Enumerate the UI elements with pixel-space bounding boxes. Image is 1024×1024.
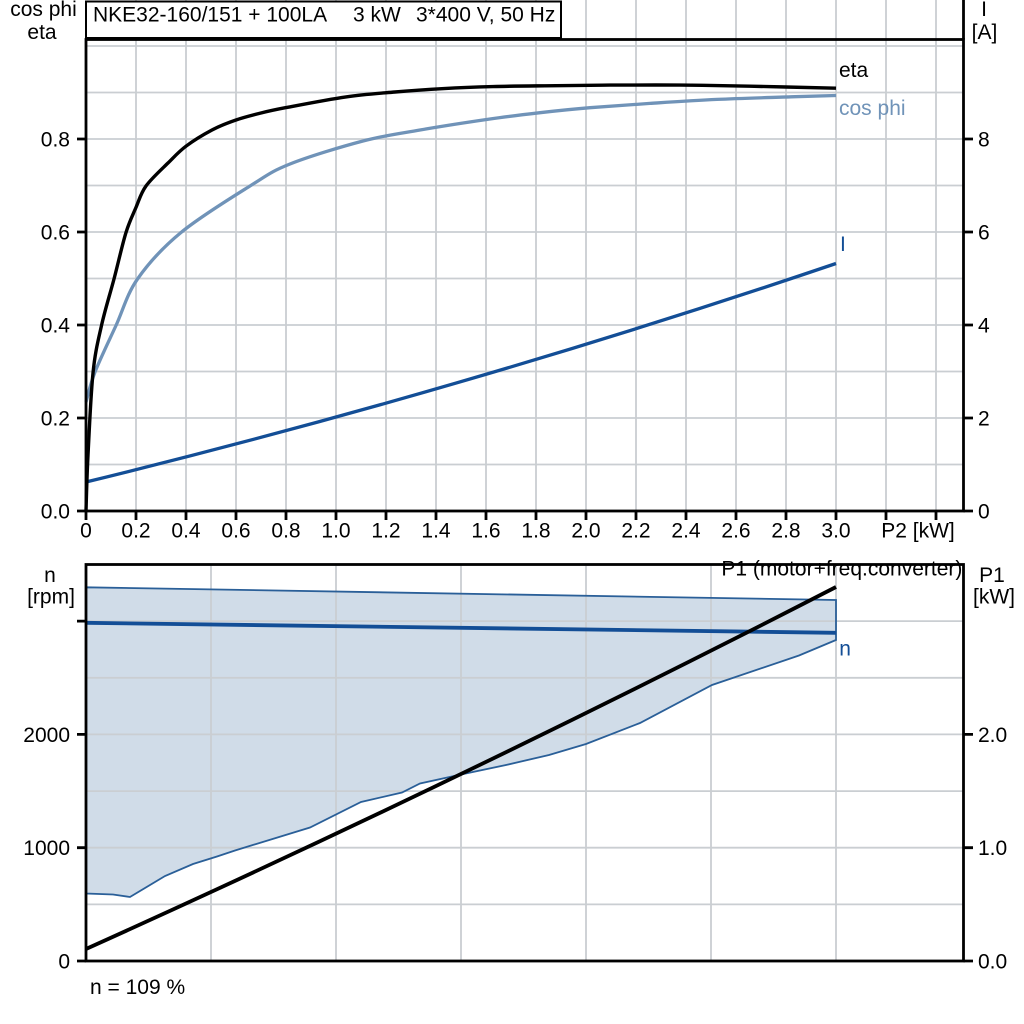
svg-text:n = 109 %: n = 109 % <box>90 976 185 999</box>
svg-text:I: I <box>981 0 987 21</box>
svg-text:2000: 2000 <box>23 724 70 747</box>
svg-text:NKE32-160/151 + 100LA: NKE32-160/151 + 100LA <box>93 4 327 27</box>
svg-text:0.6: 0.6 <box>221 520 250 543</box>
svg-text:2.4: 2.4 <box>671 520 701 543</box>
svg-text:2.6: 2.6 <box>721 520 750 543</box>
svg-text:I: I <box>840 233 846 256</box>
svg-text:0.4: 0.4 <box>171 520 201 543</box>
svg-text:[A]: [A] <box>972 21 998 44</box>
svg-text:4: 4 <box>978 314 990 337</box>
svg-text:0: 0 <box>58 950 70 973</box>
svg-text:0.8: 0.8 <box>271 520 300 543</box>
svg-text:1.8: 1.8 <box>521 520 550 543</box>
svg-text:8: 8 <box>978 128 990 151</box>
svg-text:1.6: 1.6 <box>471 520 500 543</box>
svg-text:2.0: 2.0 <box>571 520 600 543</box>
svg-text:cos phi: cos phi <box>10 0 77 21</box>
svg-text:3.0: 3.0 <box>821 520 850 543</box>
svg-text:2: 2 <box>978 407 990 430</box>
svg-text:n: n <box>44 564 56 587</box>
svg-text:2.0: 2.0 <box>978 724 1007 747</box>
svg-text:1.2: 1.2 <box>371 520 400 543</box>
svg-text:eta: eta <box>839 59 869 82</box>
svg-text:3 kW: 3 kW <box>353 4 401 27</box>
svg-text:P1: P1 <box>979 564 1005 587</box>
svg-text:0.2: 0.2 <box>41 407 70 430</box>
svg-text:cos phi: cos phi <box>839 97 906 120</box>
svg-text:eta: eta <box>27 21 57 44</box>
svg-text:1.0: 1.0 <box>321 520 350 543</box>
svg-text:3*400 V, 50 Hz: 3*400 V, 50 Hz <box>416 4 555 27</box>
svg-text:[rpm]: [rpm] <box>27 586 75 609</box>
svg-text:0: 0 <box>978 500 990 523</box>
svg-text:0.8: 0.8 <box>41 128 70 151</box>
svg-text:2.8: 2.8 <box>771 520 800 543</box>
svg-text:1.0: 1.0 <box>978 837 1007 860</box>
svg-text:n: n <box>839 638 851 661</box>
svg-text:2.2: 2.2 <box>621 520 650 543</box>
svg-text:0: 0 <box>80 520 92 543</box>
svg-text:1000: 1000 <box>23 837 70 860</box>
svg-text:P1 (motor+freq.converter): P1 (motor+freq.converter) <box>721 558 962 581</box>
svg-text:0.4: 0.4 <box>41 314 71 337</box>
svg-text:1.4: 1.4 <box>421 520 451 543</box>
svg-text:[kW]: [kW] <box>973 586 1015 609</box>
svg-text:P2 [kW]: P2 [kW] <box>881 520 955 543</box>
svg-text:6: 6 <box>978 221 990 244</box>
svg-text:0.2: 0.2 <box>121 520 150 543</box>
svg-text:0.0: 0.0 <box>41 500 70 523</box>
svg-text:0.6: 0.6 <box>41 221 70 244</box>
svg-text:0.0: 0.0 <box>978 950 1007 973</box>
